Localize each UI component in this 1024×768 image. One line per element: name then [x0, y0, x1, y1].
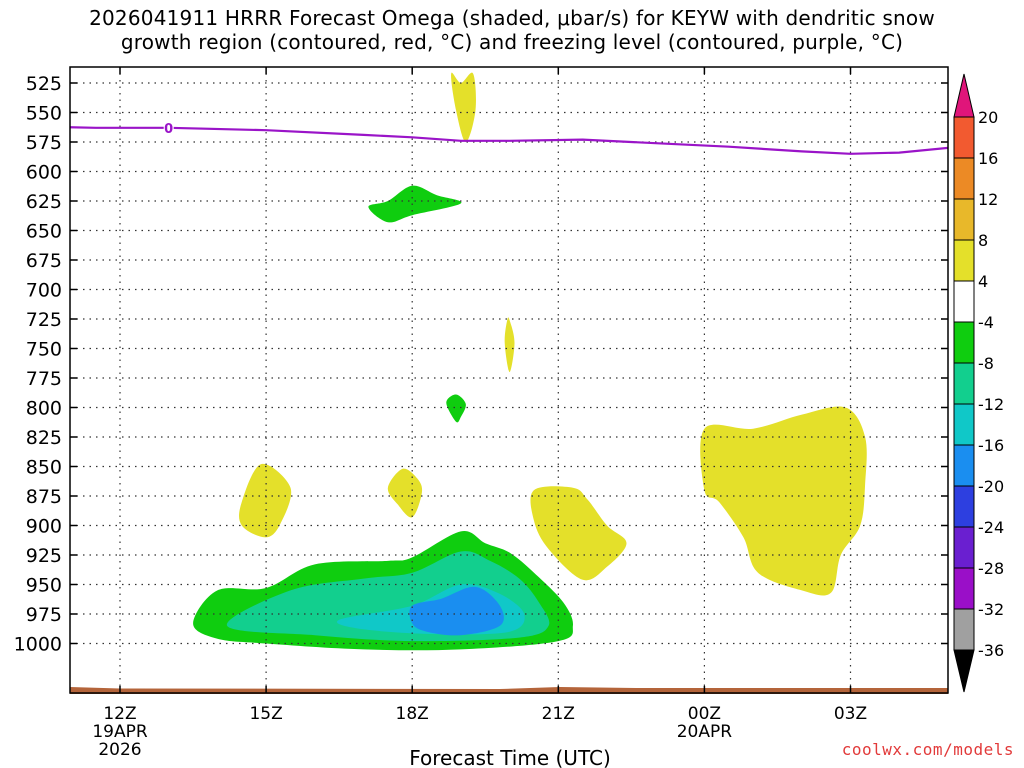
colorbar-box-9: [953, 239, 975, 282]
omega-region-yellow-7: [700, 406, 867, 596]
freezing-level-line: [70, 126, 948, 155]
x-tick-label-12Z: 12Z: [103, 704, 136, 724]
colorbar-box-0: [953, 608, 975, 651]
colorbar-max-triangle: [953, 73, 975, 118]
gridlines: [70, 67, 948, 693]
y-tick-label-850: 850: [26, 457, 62, 479]
colorbar-label--4: -4: [978, 313, 994, 332]
plot-frame: [69, 66, 949, 694]
freezing-level-contour: 0: [70, 119, 948, 155]
colorbar-label--24: -24: [978, 518, 1004, 537]
y-tick-label-825: 825: [26, 427, 62, 449]
freezing-level-label: 0: [164, 122, 173, 137]
y-tick-label-700: 700: [26, 280, 62, 302]
x-tick-label-00Z: 00Z: [688, 704, 721, 724]
freezing-level-label-bg: [163, 119, 174, 135]
y-tick-label-525: 525: [26, 73, 62, 95]
colorbar-box-5: [953, 403, 975, 446]
y-tick-label-575: 575: [26, 132, 62, 154]
omega-region-blue-11: [409, 586, 504, 636]
y-tick-label-975: 975: [26, 604, 62, 626]
y-tick-label-725: 725: [26, 309, 62, 331]
colorbar: 20 16 12 8 4 -4 -8 -12 -16 -20 -24 -28 -32 -36: [953, 73, 1004, 693]
colorbar-label--32: -32: [978, 600, 1004, 619]
colorbar-box-7: [953, 321, 975, 364]
colorbar-min-triangle: [953, 649, 975, 693]
credit-text: coolwx.com/models: [841, 740, 1014, 759]
y-tick-label-550: 550: [26, 103, 62, 125]
omega-region-yellow-6: [530, 486, 627, 581]
omega-region-yellow-2: [504, 317, 515, 373]
x-axis-label: Forecast Time (UTC): [409, 746, 611, 768]
x-tick-label-03Z: 03Z: [834, 704, 867, 724]
omega-region-green-3: [446, 394, 466, 423]
colorbar-label-8: 8: [978, 231, 988, 250]
x-tick-label-18Z: 18Z: [396, 704, 429, 724]
colorbar-label-16: 16: [978, 149, 998, 168]
colorbar-label--16: -16: [978, 436, 1004, 455]
y-tick-label-950: 950: [26, 575, 62, 597]
y-tick-label-875: 875: [26, 486, 62, 508]
omega-region-yellow-4: [239, 463, 292, 538]
y-tick-label-800: 800: [26, 398, 62, 420]
y-tick-label-750: 750: [26, 339, 62, 361]
colorbar-box-4: [953, 444, 975, 487]
axes: 525 550 575 600 625 650 675 700 725 750 775 800 825 8…: [14, 66, 949, 760]
x-tick-label-15Z: 15Z: [249, 704, 282, 724]
omega-region-yellow-0: [451, 72, 476, 142]
y-tick-label-925: 925: [26, 545, 62, 567]
colorbar-box-3: [953, 485, 975, 528]
colorbar-label-20: 20: [978, 108, 998, 127]
colorbar-label--12: -12: [978, 395, 1004, 414]
y-tick-label-650: 650: [26, 221, 62, 243]
y-tick-label-625: 625: [26, 191, 62, 213]
x-tick-year-12Z: 2026: [98, 740, 141, 760]
chart-title: 2026041911 HRRR Forecast Omega (shaded, …: [0, 6, 1024, 54]
colorbar-label--36: -36: [978, 641, 1004, 660]
colorbar-label--20: -20: [978, 477, 1004, 496]
colorbar-box-10: [953, 198, 975, 241]
x-tick-label-21Z: 21Z: [542, 704, 575, 724]
colorbar-label--28: -28: [978, 559, 1004, 578]
x-tick-date-00Z: 20APR: [677, 722, 733, 742]
x-tick-date-12Z: 19APR: [92, 722, 148, 742]
y-tick-label-600: 600: [26, 162, 62, 184]
y-tick-label-900: 900: [26, 516, 62, 538]
colorbar-box-12: [953, 116, 975, 159]
omega-shading: [193, 72, 867, 651]
colorbar-label--8: -8: [978, 354, 994, 373]
title-line-1: 2026041911 HRRR Forecast Omega (shaded, …: [89, 6, 935, 30]
omega-region-yellow-5: [387, 468, 423, 518]
y-tick-label-1000: 1000: [14, 634, 62, 656]
omega-region-green-1: [368, 185, 462, 223]
colorbar-label-12: 12: [978, 190, 998, 209]
title-line-2: growth region (contoured, red, °C) and f…: [120, 30, 904, 54]
colorbar-box-8: [953, 280, 975, 323]
colorbar-box-11: [953, 157, 975, 200]
y-tick-label-775: 775: [26, 368, 62, 390]
colorbar-box-1: [953, 567, 975, 610]
colorbar-label-4: 4: [978, 272, 988, 291]
y-tick-label-675: 675: [26, 250, 62, 272]
colorbar-box-2: [953, 526, 975, 569]
colorbar-box-6: [953, 362, 975, 405]
